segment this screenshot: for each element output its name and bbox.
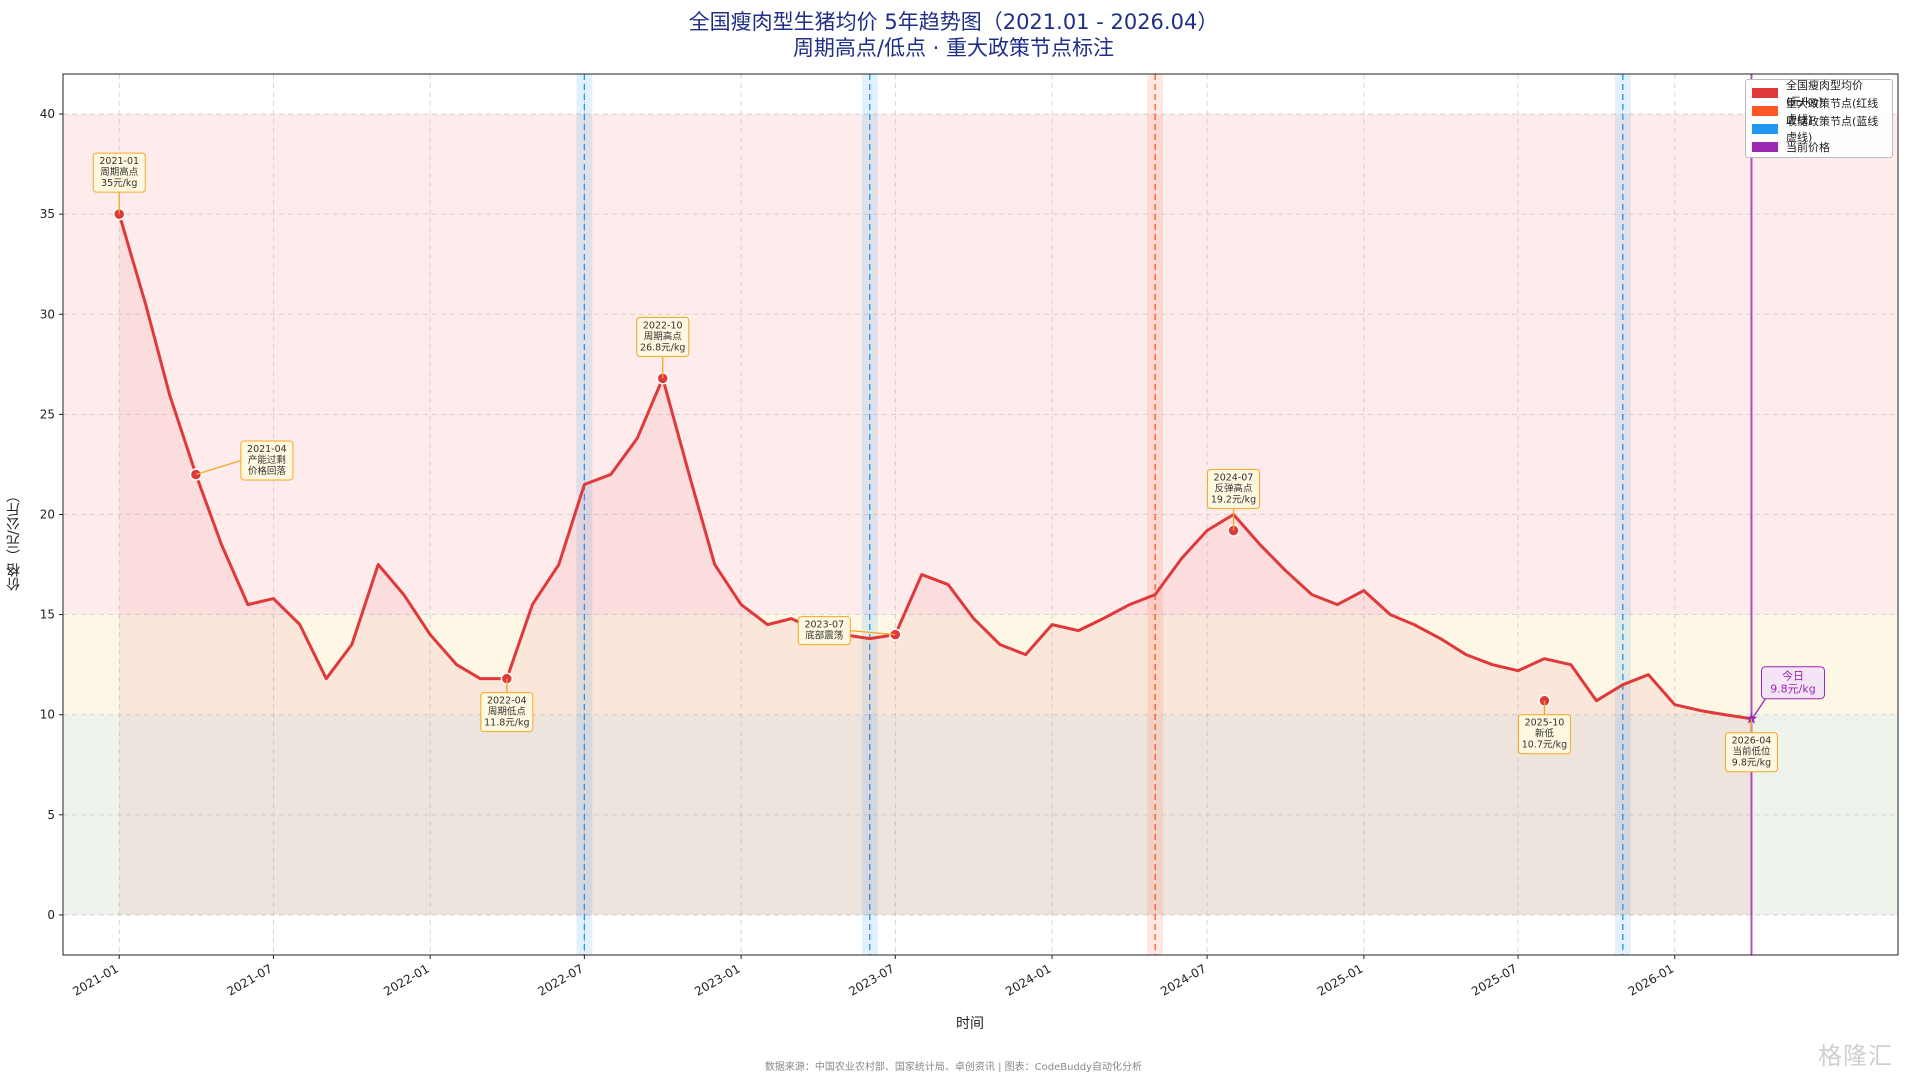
x-tick-label: 2021-01: [70, 961, 120, 998]
legend-label: 重大政策节点(红线虚线): [1786, 97, 1879, 126]
y-tick-label: 0: [47, 908, 55, 922]
current-price-star: [1745, 712, 1758, 724]
x-tick-label: 2025-01: [1315, 961, 1365, 998]
x-tick-label: 2022-01: [381, 961, 431, 998]
y-tick-label: 10: [40, 708, 55, 722]
x-axis-label: 时间: [956, 1016, 984, 1032]
x-tick-label: 2026-01: [1626, 961, 1676, 998]
x-tick-label: 2022-07: [535, 961, 585, 998]
legend-label: 全国瘦肉型均价(元/kg): [1786, 79, 1863, 108]
annotation-text: 价格回落: [248, 465, 287, 477]
y-tick-label: 35: [40, 207, 55, 221]
current-arrow: [1752, 698, 1767, 718]
y-tick-label: 20: [40, 508, 55, 522]
legend-swatch: [1752, 106, 1778, 116]
annotation-box: [240, 440, 294, 481]
price-zone-band: [63, 114, 1898, 615]
x-tick-label: 2023-07: [846, 961, 896, 998]
annotation-text: 2023-07: [804, 620, 844, 631]
source-footer: 数据来源：中国农业农村部、国家统计局、卓创资讯 | 图表：CodeBuddy自动…: [764, 1062, 1143, 1073]
current-label: 今日: [1782, 669, 1804, 683]
annotation-text: 19.2元/kg: [1211, 495, 1256, 506]
y-tick-label: 40: [40, 107, 55, 121]
annotation-box: [92, 152, 146, 193]
annotation-text: 2021-04: [247, 444, 287, 455]
annotation-text: 周期高点: [100, 166, 139, 178]
current-box: [1760, 666, 1825, 700]
legend-item-policy: 重大政策节点(红线虚线): [1752, 97, 1886, 126]
annotation-text: 周期低点: [488, 706, 527, 718]
chart-title: 全国瘦肉型生猪均价 5年趋势图（2021.01 - 2026.04）: [688, 10, 1219, 34]
watermark-logo: 格隆汇: [1818, 1042, 1893, 1070]
annotation-text: 新低: [1535, 728, 1555, 740]
x-tick-label: 2024-07: [1158, 961, 1208, 998]
annotation-text: 2025-10: [1525, 718, 1565, 729]
legend-label: 收储政策节点(蓝线虚线): [1786, 115, 1879, 144]
annotation-arrow: [195, 459, 242, 476]
legend-label: 当前价格: [1786, 141, 1830, 154]
price-zone-band: [63, 714, 1898, 915]
annotation-arrow: [850, 629, 896, 636]
legend-item-price: 全国瘦肉型均价(元/kg): [1752, 79, 1886, 108]
price-series-line: [117, 213, 1752, 721]
current-label: 9.8元/kg: [1770, 683, 1816, 696]
legend-swatch: [1752, 142, 1778, 152]
chart-subtitle: 周期高点/低点 · 重大政策节点标注: [792, 36, 1115, 60]
y-tick-label: 15: [40, 608, 55, 622]
annotation-text: 35元/kg: [101, 178, 137, 189]
x-tick-label: 2023-01: [692, 961, 742, 998]
legend-item-storage: 收储政策节点(蓝线虚线): [1752, 115, 1886, 144]
annotation-text: 当前低位: [1732, 746, 1771, 758]
y-tick-label: 30: [40, 307, 55, 321]
price-zone-band: [63, 614, 1898, 715]
annotation-text: 产能过剩: [248, 454, 286, 466]
annotation-box: [480, 692, 534, 733]
annotation-text: 反弹高点: [1215, 483, 1254, 495]
annotation-box: [1207, 469, 1261, 510]
annotation-text: 26.8元/kg: [640, 342, 685, 353]
annotation-box: [1724, 732, 1778, 773]
annotation-box: [1517, 714, 1571, 755]
legend-swatch: [1752, 124, 1778, 134]
annotation-text: 2022-04: [487, 696, 527, 707]
annotation-text: 2024-07: [1214, 473, 1254, 484]
legend-swatch: [1752, 88, 1778, 98]
annotation-text: 9.8元/kg: [1732, 758, 1771, 769]
annotation-text: 11.8元/kg: [484, 718, 529, 729]
annotation-text: 2021-01: [99, 156, 139, 167]
annotation-text: 2022-10: [643, 320, 683, 331]
x-tick-label: 2024-01: [1003, 961, 1053, 998]
annotation-text: 底部震荡: [805, 630, 843, 642]
legend-item-current: 当前价格: [1752, 138, 1886, 156]
y-tick-label: 5: [47, 808, 55, 822]
current-price-callout: 今日9.8元/kg: [1752, 666, 1825, 718]
annotation-text: 10.7元/kg: [1522, 740, 1567, 751]
y-tick-label: 25: [40, 407, 55, 421]
y-axis-label: 价格（元/公斤）: [6, 488, 22, 592]
price-area: [119, 214, 1752, 915]
x-tick-label: 2021-07: [224, 961, 274, 998]
annotation-box: [797, 616, 851, 646]
annotation-box: [636, 316, 690, 357]
chart-legend: 全国瘦肉型均价(元/kg) 重大政策节点(红线虚线) 收储政策节点(蓝线虚线) …: [1745, 79, 1893, 158]
annotation-text: 2026-04: [1732, 736, 1772, 747]
annotation-text: 周期高点: [644, 330, 683, 342]
x-tick-label: 2025-07: [1469, 961, 1519, 998]
